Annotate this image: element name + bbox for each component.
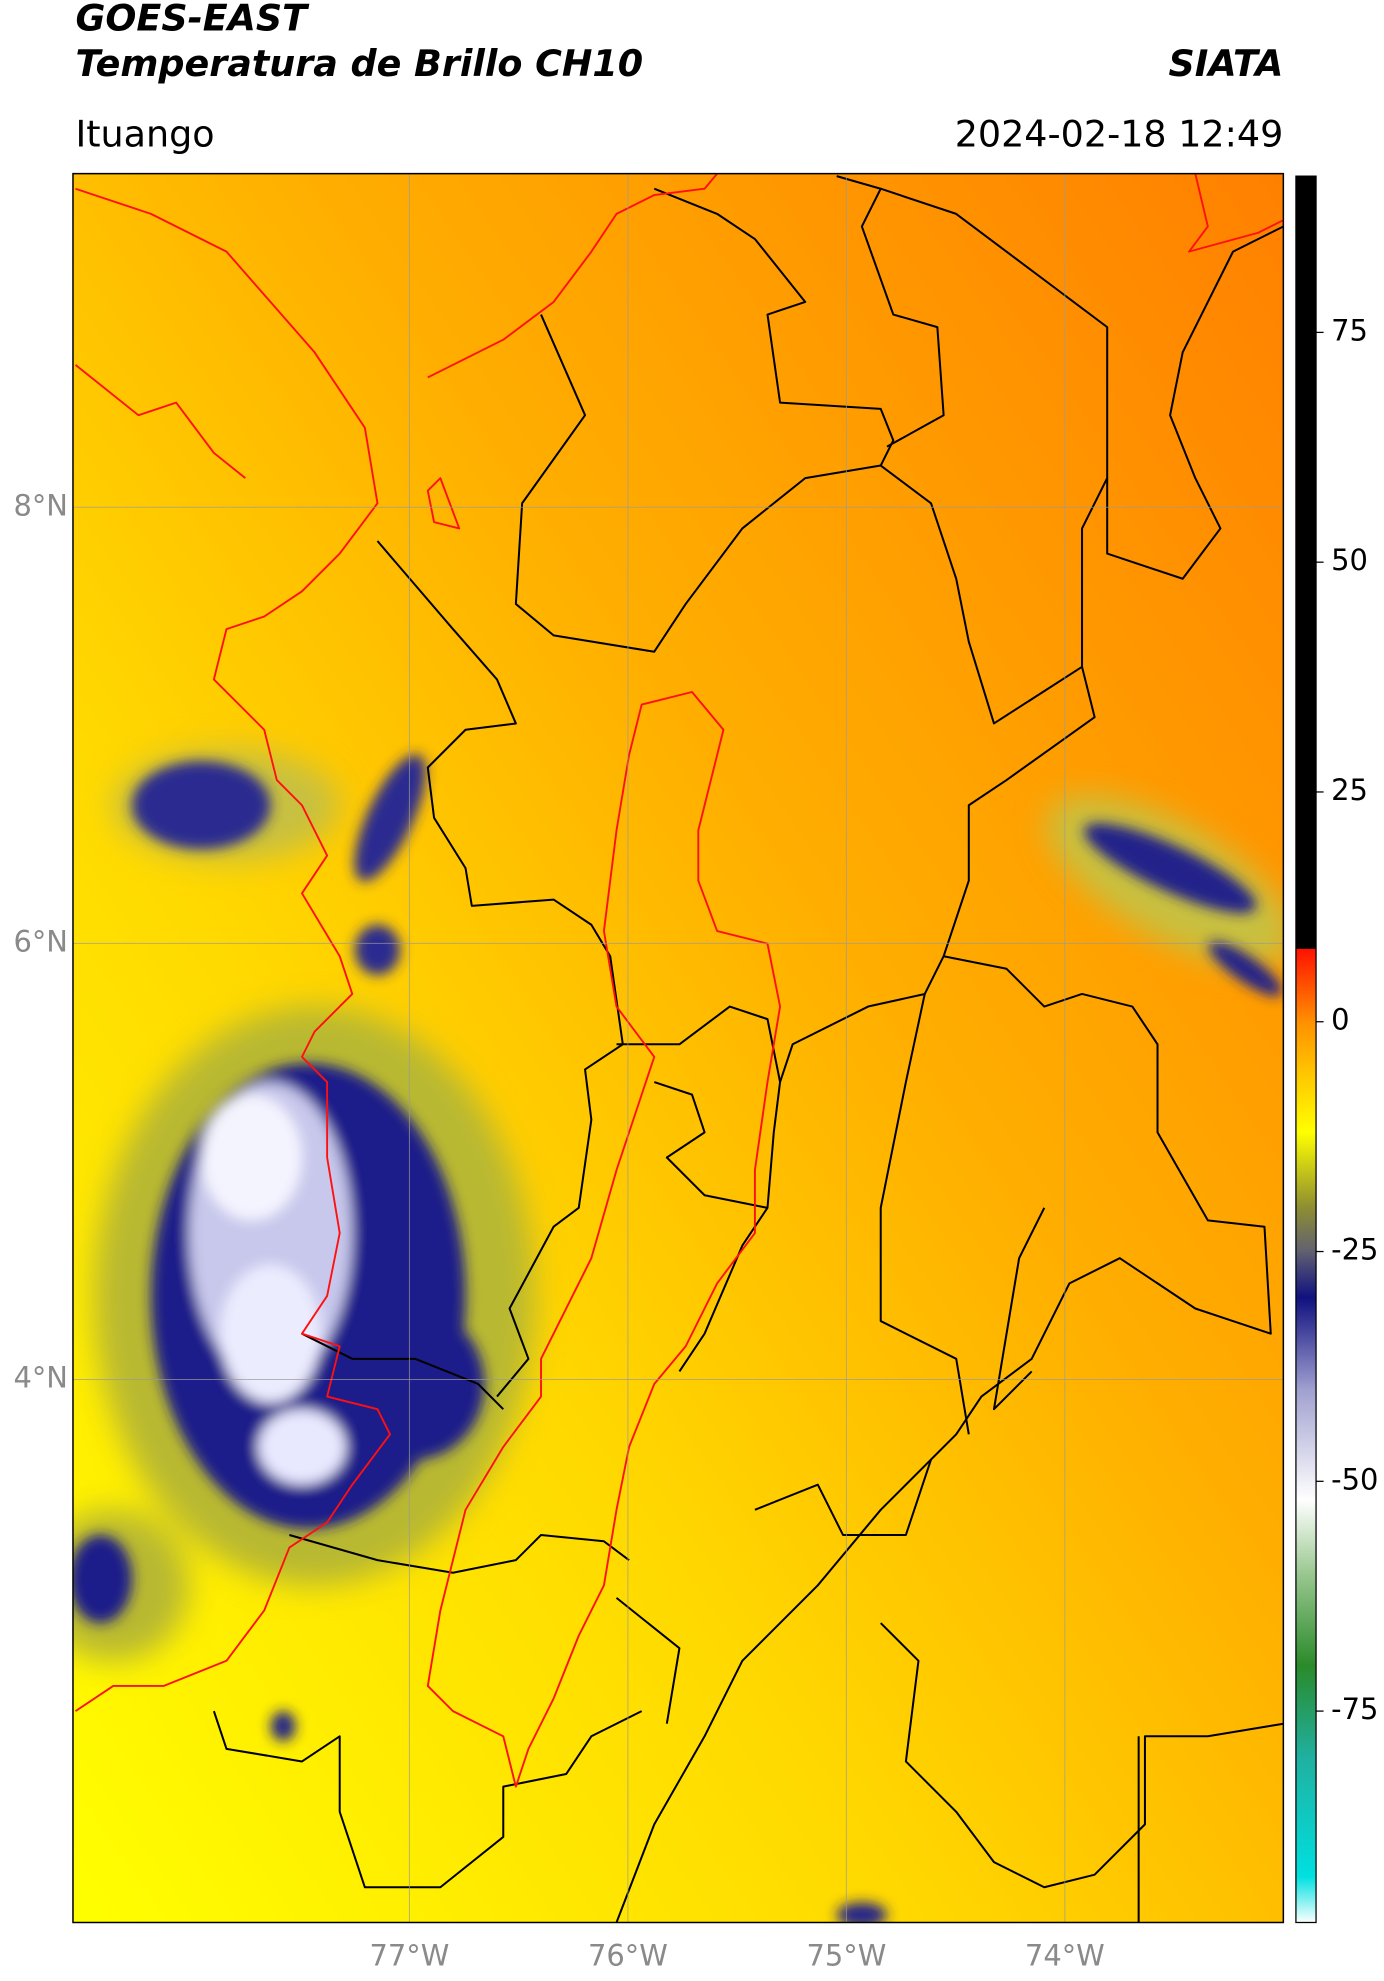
- map-area: [72, 173, 1284, 1923]
- y-tick-label: 8°N: [13, 488, 68, 522]
- y-tick-label: 6°N: [13, 924, 68, 958]
- x-tick-label: 76°W: [588, 1939, 668, 1973]
- y-tick-label: 4°N: [13, 1361, 68, 1395]
- colorbar-segment: [1295, 1573, 1317, 1666]
- subtitle: Temperatura de Brillo CH10: [75, 42, 643, 85]
- colorbar: 75 50 25 0 -25 -50 -75: [1295, 175, 1378, 1924]
- colorbar-tick-label: 25: [1331, 773, 1368, 807]
- colorbar-segment: [1295, 1499, 1317, 1574]
- colorbar-segment: [1295, 1665, 1317, 1758]
- coastline: [74, 173, 1284, 1788]
- grid: [72, 173, 1284, 1923]
- colorbar-segment: [1295, 1021, 1317, 1069]
- x-tick-label: 75°W: [806, 1939, 886, 1973]
- colorbar-segment: [1295, 1757, 1317, 1878]
- colorbar-segment: [1295, 1251, 1317, 1299]
- title: GOES-EAST: [75, 0, 310, 40]
- x-tick-label: 77°W: [369, 1939, 449, 1973]
- colorbar-segment: [1295, 948, 1317, 1023]
- colorbar-segment: [1295, 1876, 1317, 1924]
- colorbar-tick-label: -50: [1331, 1462, 1378, 1496]
- datetime: 2024-02-18 12:49: [955, 112, 1284, 155]
- colorbar-tick-label: -25: [1331, 1233, 1378, 1267]
- borders: [212, 175, 1284, 1923]
- colorbar-frame: [1295, 175, 1317, 1924]
- colorbar-segment: [1295, 1297, 1317, 1391]
- source: SIATA: [1168, 42, 1283, 85]
- cloud: [72, 754, 1283, 1923]
- colorbar-tick-label: -75: [1331, 1692, 1378, 1726]
- colorbar-segment: [1295, 1205, 1317, 1253]
- map-ticks: 77°W 76°W 75°W 74°W 8°N 6°N 4°N: [13, 488, 1104, 1972]
- location: Ituango: [75, 112, 214, 155]
- colorbar-segment: [1295, 1132, 1317, 1207]
- colorbar-tick-label: 50: [1331, 543, 1368, 577]
- colorbar-segment: [1295, 176, 1317, 949]
- colorbar-tick-label: 0: [1331, 1003, 1349, 1037]
- map-frame: [72, 172, 1285, 1924]
- x-tick-label: 74°W: [1025, 1939, 1105, 1973]
- colorbar-segment: [1295, 1067, 1317, 1133]
- colorbar-tick-label: 75: [1331, 313, 1368, 347]
- colorbar-segment: [1295, 1389, 1317, 1501]
